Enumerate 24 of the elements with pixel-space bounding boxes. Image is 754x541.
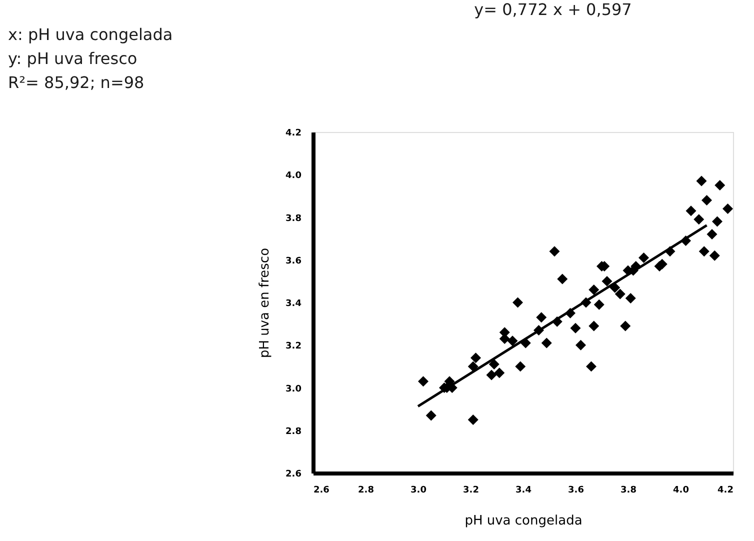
y-tick-label: 3.6 xyxy=(286,256,302,266)
x-tick-label: 3.4 xyxy=(516,486,532,496)
x-tick-label: 3.8 xyxy=(620,486,636,496)
text: y= 0,772 x + 0,597 xyxy=(474,0,632,19)
y-axis-title: pH uva en fresco xyxy=(258,248,273,358)
x-tick-label: 3.0 xyxy=(410,486,426,496)
y-tick-label: 4.0 xyxy=(286,171,302,182)
y-tick-label: 2.6 xyxy=(286,470,302,480)
y-tick-label: 3.8 xyxy=(286,214,302,224)
x-tick-label: 4.0 xyxy=(673,486,689,496)
text: x: pH uva congelada xyxy=(8,25,173,44)
y-tick-label: 3.0 xyxy=(286,384,302,394)
x-axis-title: pH uva congelada xyxy=(464,514,582,528)
y-tick-label: 4.2 xyxy=(286,128,302,138)
x-tick-label: 2.8 xyxy=(358,486,374,496)
y-tick-label: 3.2 xyxy=(286,342,302,352)
y-tick-label: 3.4 xyxy=(286,299,302,309)
y-tick-label: 2.8 xyxy=(286,426,302,437)
x-tick-label: 3.2 xyxy=(463,486,479,496)
x-tick-label: 4.2 xyxy=(718,486,734,496)
text: y: pH uva fresco xyxy=(8,49,138,68)
x-tick-label: 2.6 xyxy=(314,486,330,496)
x-tick-label: 3.6 xyxy=(568,486,584,496)
text: R²= 85,92; n=98 xyxy=(8,73,144,92)
